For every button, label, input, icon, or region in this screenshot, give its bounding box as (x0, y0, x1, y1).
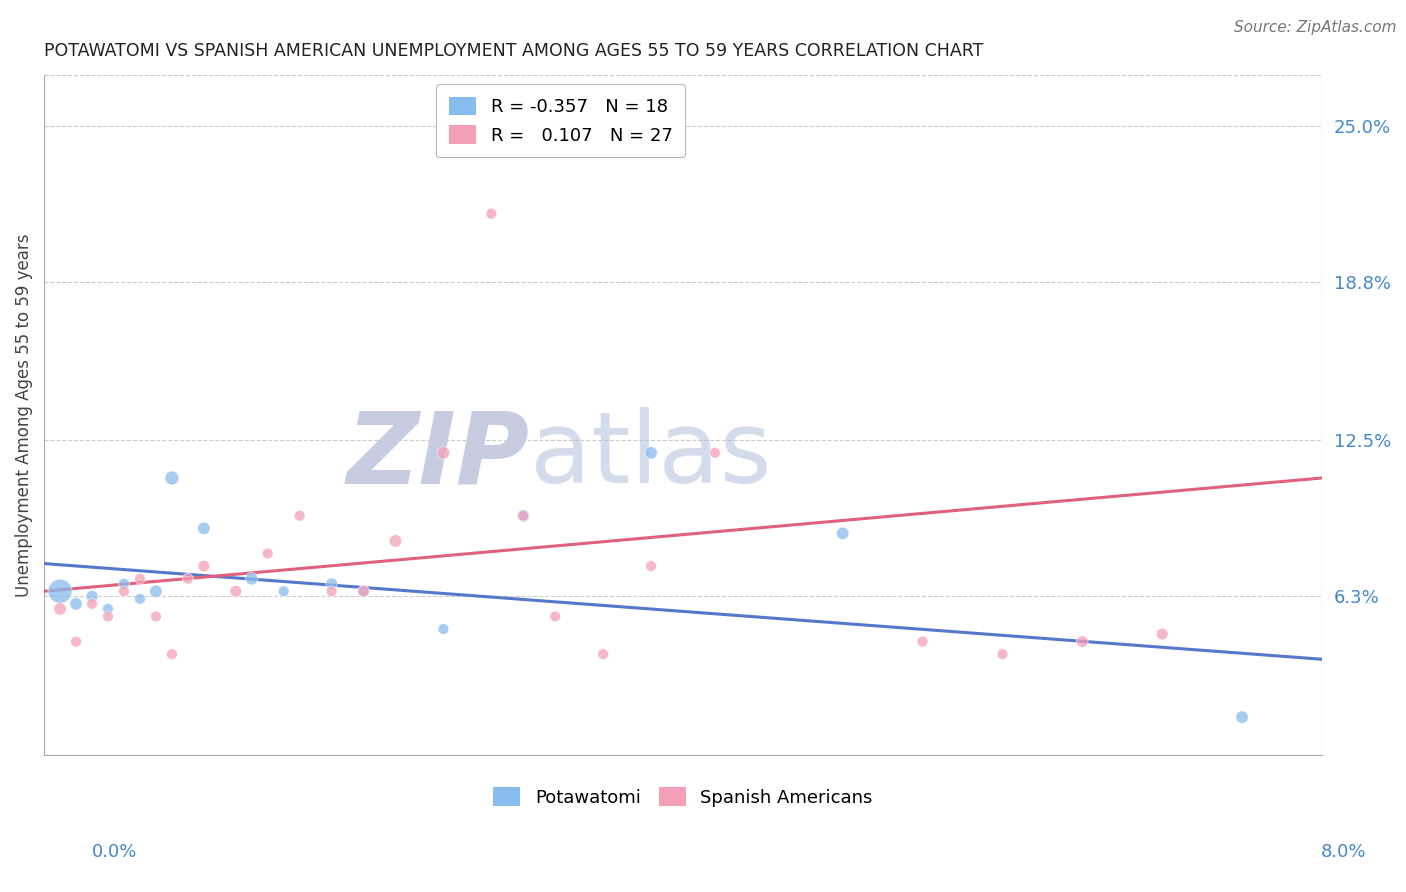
Point (160, 471, 183, 485)
Point (49, 584, 72, 599)
Point (145, 609, 167, 624)
Point (432, 446, 454, 460)
Text: Source: ZipAtlas.com: Source: ZipAtlas.com (1233, 20, 1396, 35)
Point (321, 576, 343, 591)
Point (240, 572, 263, 586)
Point (911, 634, 934, 648)
Point (544, 609, 567, 624)
Point (129, 572, 152, 586)
Point (80, 590, 103, 604)
Point (512, 508, 534, 523)
Point (160, 647, 183, 661)
Y-axis label: Unemployment Among Ages 55 to 59 years: Unemployment Among Ages 55 to 59 years (15, 234, 32, 597)
Point (49, 602, 72, 616)
Point (129, 591, 152, 606)
Point (225, 584, 247, 599)
Point (65, 634, 87, 648)
Point (1071, 634, 1094, 648)
Point (177, 572, 200, 586)
Point (432, 622, 454, 636)
Point (112, 576, 135, 591)
Point (145, 584, 167, 599)
Point (193, 521, 215, 535)
Text: 8.0%: 8.0% (1322, 843, 1367, 861)
Point (97, 609, 120, 624)
Point (592, 647, 614, 661)
Point (640, 446, 662, 460)
Point (384, 533, 406, 548)
Point (1152, 627, 1174, 641)
Text: ZIP: ZIP (347, 408, 530, 504)
Point (273, 584, 295, 599)
Point (353, 584, 375, 599)
Legend: Potawatomi, Spanish Americans: Potawatomi, Spanish Americans (486, 780, 880, 814)
Point (512, 508, 534, 523)
Point (704, 446, 727, 460)
Point (640, 559, 662, 574)
Point (353, 584, 375, 599)
Text: POTAWATOMI VS SPANISH AMERICAN UNEMPLOYMENT AMONG AGES 55 TO 59 YEARS CORRELATIO: POTAWATOMI VS SPANISH AMERICAN UNEMPLOYM… (44, 42, 983, 60)
Point (831, 526, 853, 541)
Point (193, 559, 215, 574)
Point (80, 597, 103, 611)
Point (991, 647, 1014, 661)
Text: atlas: atlas (530, 408, 772, 504)
Point (65, 597, 87, 611)
Point (256, 547, 278, 561)
Point (288, 508, 311, 523)
Point (97, 602, 120, 616)
Point (1230, 710, 1253, 724)
Point (321, 584, 343, 599)
Point (479, 207, 502, 221)
Text: 0.0%: 0.0% (91, 843, 136, 861)
Point (112, 584, 135, 599)
